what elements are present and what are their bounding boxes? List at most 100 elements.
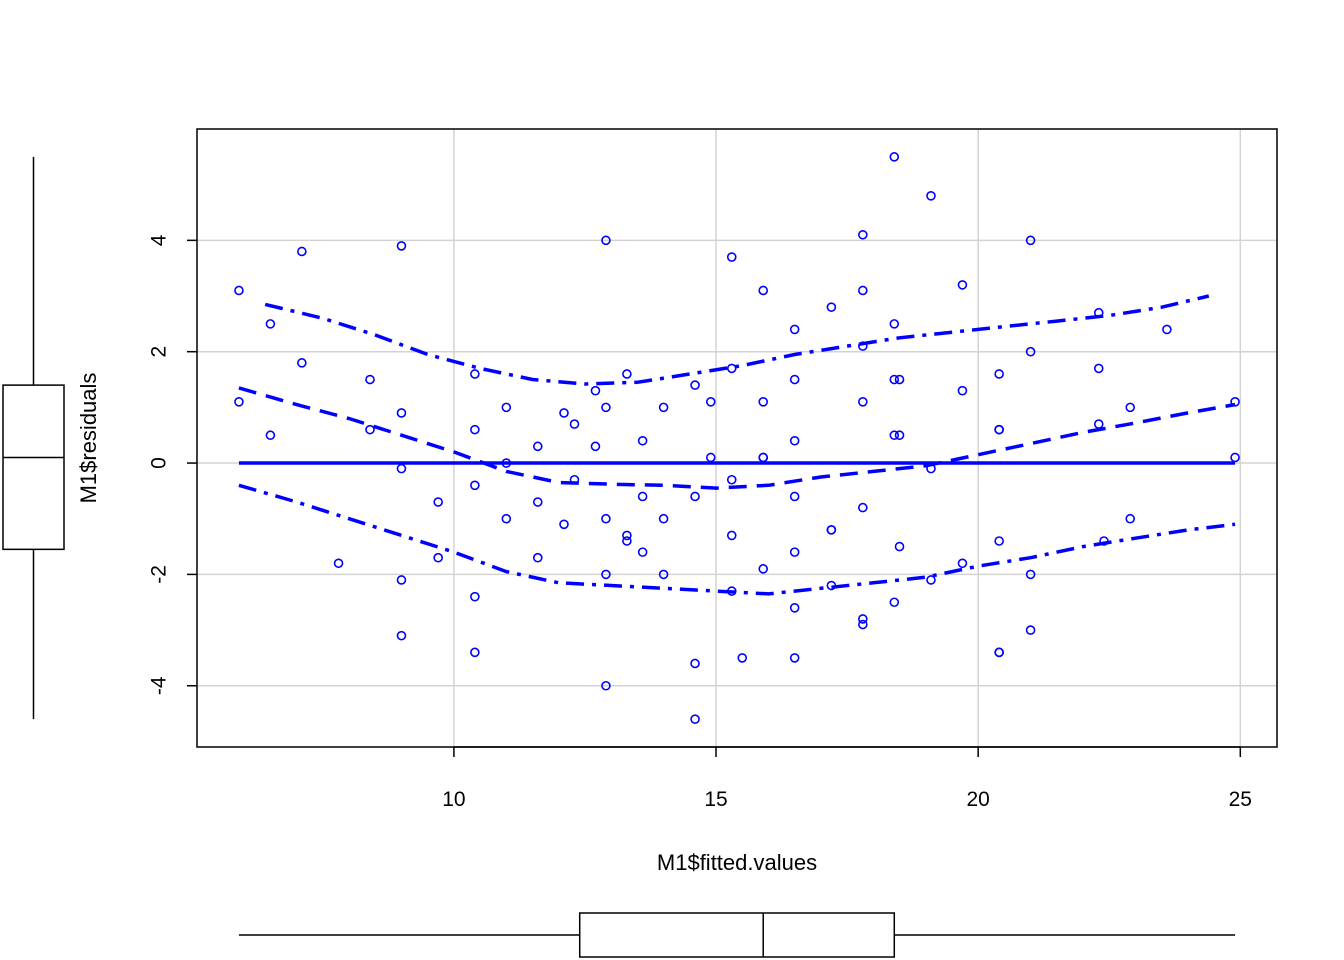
data-point — [858, 229, 868, 240]
x-axis-label: M1$fitted.values — [657, 850, 817, 875]
data-point — [559, 408, 569, 418]
data-point — [826, 525, 837, 535]
data-point — [365, 374, 375, 385]
data-point — [601, 402, 611, 413]
x-boxplot-box — [578, 912, 896, 958]
x-tick-label: 15 — [704, 788, 727, 811]
data-point — [622, 530, 632, 541]
y-tick-label: 2 — [148, 346, 171, 358]
data-point — [637, 491, 648, 502]
data-point — [1025, 569, 1036, 580]
data-point — [758, 285, 769, 296]
data-point — [559, 519, 569, 530]
data-point — [396, 241, 407, 251]
data-point — [957, 280, 968, 290]
data-point — [297, 246, 307, 257]
data-point — [826, 580, 837, 591]
data-point — [858, 502, 868, 513]
data-point — [569, 474, 580, 485]
data-point — [894, 374, 905, 385]
data-point — [265, 319, 276, 329]
data-point — [858, 285, 868, 296]
data-point — [826, 302, 837, 312]
data-point — [789, 603, 800, 613]
data-point — [926, 191, 936, 201]
data-point — [658, 569, 669, 580]
data-point — [1093, 307, 1104, 318]
data-point — [789, 547, 800, 557]
data-point — [994, 647, 1004, 658]
data-point — [396, 463, 407, 474]
x-tick-label: 25 — [1229, 788, 1252, 811]
x-boxplot — [238, 912, 1236, 958]
lower-band-line — [238, 483, 1236, 596]
data-point — [1025, 625, 1036, 635]
data-point — [858, 614, 868, 624]
data-point — [601, 680, 611, 691]
data-point — [470, 369, 480, 379]
data-point — [789, 435, 800, 446]
data-point — [1230, 397, 1240, 407]
data-point — [726, 252, 737, 262]
data-point — [501, 513, 512, 524]
data-point — [726, 586, 737, 596]
data-point — [889, 597, 900, 608]
data-point — [365, 424, 375, 435]
data-point — [789, 324, 800, 335]
data-point — [858, 341, 868, 351]
data-point — [569, 419, 580, 429]
y-tick-label: 4 — [148, 234, 171, 246]
data-point — [501, 458, 512, 468]
data-point — [789, 653, 800, 663]
plot-frame — [196, 128, 1278, 748]
data-point — [889, 430, 900, 441]
data-point — [858, 619, 868, 630]
smooth-fit-line — [238, 386, 1236, 490]
data-point — [926, 463, 936, 474]
data-point — [889, 319, 900, 329]
data-point — [889, 374, 900, 385]
data-point — [994, 369, 1004, 379]
data-point — [690, 491, 700, 502]
data-point — [637, 435, 648, 446]
data-point — [622, 536, 632, 546]
data-point — [601, 569, 611, 580]
data-point — [501, 402, 512, 413]
y-boxplot — [2, 156, 65, 720]
data-point — [658, 513, 669, 524]
data-point — [957, 385, 968, 396]
upper-band-line — [264, 294, 1210, 386]
x-axis: 10 15 20 25 — [442, 746, 1252, 811]
data-point — [926, 575, 936, 585]
data-point — [265, 430, 276, 441]
y-boxplot-box — [2, 384, 65, 551]
data-point — [396, 575, 407, 585]
data-point — [433, 552, 443, 563]
data-point — [758, 564, 769, 574]
y-axis: -4 -2 0 2 4 — [148, 234, 197, 695]
data-point — [889, 152, 900, 162]
data-point — [957, 558, 968, 569]
data-point — [726, 474, 737, 485]
y-tick-label: -2 — [148, 565, 171, 584]
data-point — [690, 658, 700, 669]
data-point — [737, 653, 748, 663]
data-point — [1093, 363, 1104, 374]
data-point — [470, 424, 480, 435]
data-point — [1230, 452, 1240, 463]
data-point — [858, 397, 868, 407]
data-point — [1025, 235, 1036, 246]
data-point — [1125, 402, 1136, 413]
data-point — [601, 513, 611, 524]
data-point — [658, 402, 669, 413]
data-point — [894, 430, 905, 441]
data-point — [396, 630, 407, 641]
data-point — [758, 397, 769, 407]
x-tick-label: 20 — [966, 788, 989, 811]
data-point — [789, 374, 800, 385]
data-points — [234, 152, 1240, 724]
data-point — [1099, 536, 1109, 546]
data-point — [532, 441, 543, 452]
data-point — [1162, 324, 1172, 335]
